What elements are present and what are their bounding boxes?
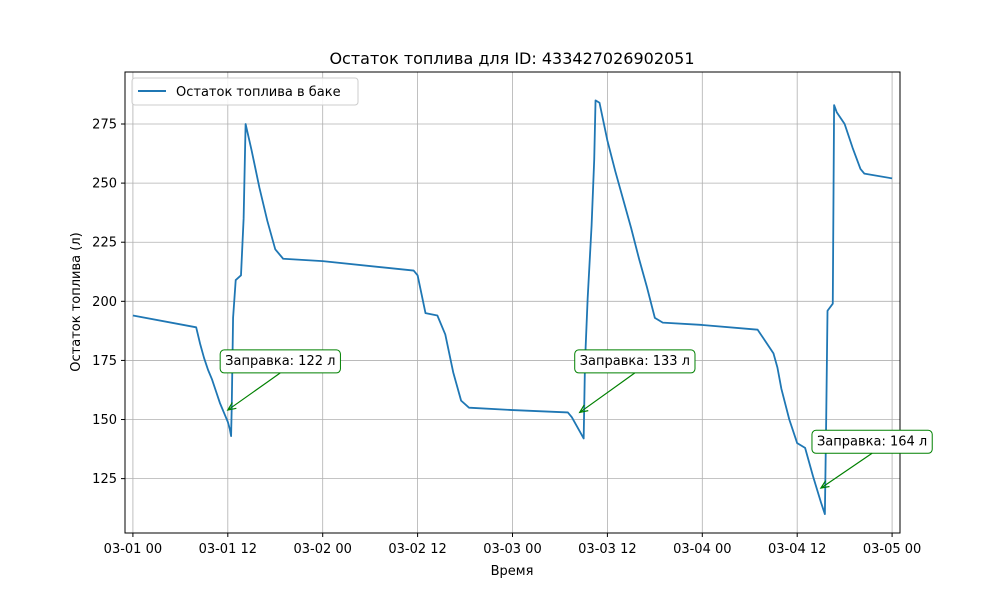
legend: Остаток топлива в баке (131, 77, 359, 106)
annotation-label: Заправка: 164 л (817, 434, 927, 449)
x-tick-label: 03-02 00 (293, 542, 351, 557)
annotation-arrow (820, 452, 873, 489)
y-tick-label: 175 (92, 354, 117, 369)
y-tick-label: 150 (92, 413, 117, 428)
x-tick-label: 03-04 12 (768, 542, 826, 557)
refuel-annotation: Заправка: 164 л (811, 429, 933, 489)
legend-entry-label: Остаток топлива в баке (176, 85, 341, 100)
annotation-label: Заправка: 122 л (225, 354, 335, 369)
x-tick-label: 03-01 00 (104, 542, 162, 557)
annotation-arrow (227, 372, 281, 411)
y-tick-label: 200 (92, 295, 117, 310)
x-tick-label: 03-01 12 (199, 542, 257, 557)
y-tick-label: 250 (92, 177, 117, 192)
chart-title: Остаток топлива для ID: 433427026902051 (329, 49, 694, 68)
x-tick-label: 03-03 12 (578, 542, 636, 557)
series-line-fuel-level (132, 99, 893, 515)
annotation-arrowhead (819, 480, 830, 489)
x-tick-label: 03-02 12 (388, 542, 446, 557)
annotation-arrowhead (226, 402, 237, 411)
y-axis-label: Остаток топлива (л) (69, 232, 84, 371)
annotation-arrowhead (578, 404, 589, 414)
grid (125, 72, 900, 533)
x-tick-label: 03-04 00 (673, 542, 731, 557)
legend-box (131, 77, 359, 106)
annotations: Заправка: 122 л Заправка: 133 л Заправка: … (219, 349, 933, 489)
x-tick-label: 03-03 00 (483, 542, 541, 557)
refuel-annotation: Заправка: 122 л (219, 349, 341, 411)
refuel-annotation: Заправка: 133 л (574, 349, 696, 414)
annotation-arrow (579, 372, 636, 413)
annotation-label: Заправка: 133 л (580, 354, 690, 369)
x-axis-label: Время (491, 564, 534, 579)
y-tick-label: 275 (92, 118, 117, 133)
y-tick-label: 225 (92, 236, 117, 251)
x-tick-label: 03-05 00 (863, 542, 921, 557)
axis-ticks: 03-01 00 03-01 12 03-02 00 03-02 12 03-03 00… (92, 118, 921, 557)
y-tick-label: 125 (92, 472, 117, 487)
series-layer (132, 99, 893, 515)
